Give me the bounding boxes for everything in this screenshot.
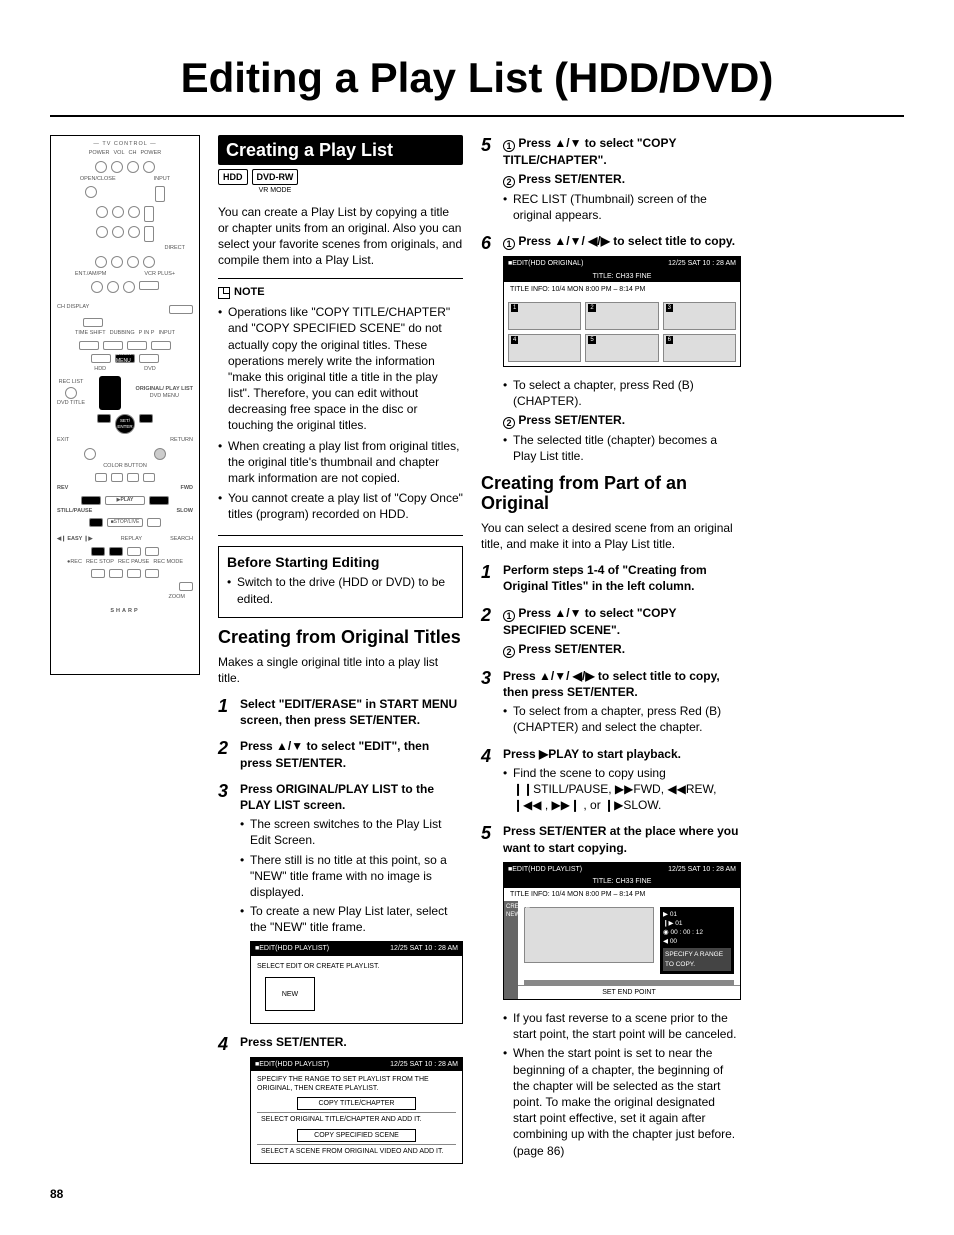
steps-continued: 5 1 Press ▲/▼ to select "COPY TITLE/CHAP… — [481, 135, 741, 465]
remote-diagram: — TV CONTROL — POWERVOLCHPOWER OPEN/CLOS… — [50, 135, 200, 675]
media-tags: HDD DVD-RWVR MODE — [218, 169, 463, 196]
note-icon — [218, 287, 230, 299]
before-box: Before Starting Editing Switch to the dr… — [218, 546, 463, 618]
note-item: You cannot create a play list of "Copy O… — [218, 490, 463, 522]
screen-thumbnails: ■EDIT(HDD ORIGINAL)12/25 SAT 10 : 28 AM … — [503, 256, 741, 366]
note-item: Operations like "COPY TITLE/CHAPTER" and… — [218, 304, 463, 434]
note-item: When creating a play list from original … — [218, 438, 463, 487]
page-title: Editing a Play List (HDD/DVD) — [50, 50, 904, 117]
tag-hdd: HDD — [218, 169, 248, 185]
column-a: Creating a Play List HDD DVD-RWVR MODE Y… — [218, 135, 463, 1174]
section-title-bar: Creating a Play List — [218, 135, 463, 165]
intro-text: You can create a Play List by copying a … — [218, 204, 463, 269]
screen-scene: ■EDIT(HDD PLAYLIST)12/25 SAT 10 : 28 AM … — [503, 862, 741, 1000]
note-box: NOTE Operations like "COPY TITLE/CHAPTER… — [218, 278, 463, 535]
screen-copy-options: ■EDIT(HDD PLAYLIST)12/25 SAT 10 : 28 AM … — [250, 1057, 463, 1164]
remote-column: — TV CONTROL — POWERVOLCHPOWER OPEN/CLOS… — [50, 135, 200, 1174]
steps-original: 1Select "EDIT/ERASE" in START MENU scree… — [218, 696, 463, 1164]
tag-dvdrw: DVD-RW — [252, 169, 299, 185]
num-1 — [96, 206, 108, 218]
subhead-original: Creating from Original Titles — [218, 628, 463, 648]
page-number: 88 — [50, 1186, 904, 1202]
screen-playlist-new: ■EDIT(HDD PLAYLIST)12/25 SAT 10 : 28 AM … — [250, 941, 463, 1024]
column-b: 5 1 Press ▲/▼ to select "COPY TITLE/CHAP… — [481, 135, 741, 1174]
subhead-partof: Creating from Part of an Original — [481, 474, 741, 514]
columns: — TV CONTROL — POWERVOLCHPOWER OPEN/CLOS… — [50, 135, 904, 1174]
steps-partof: 1Perform steps 1-4 of "Creating from Ori… — [481, 562, 741, 1158]
